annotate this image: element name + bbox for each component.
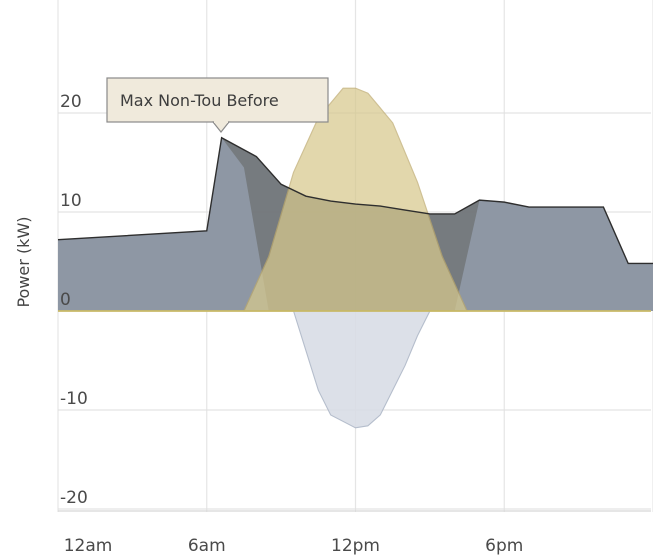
series-line-max-non-tou-before bbox=[57, 136, 653, 265]
tooltip-pointer bbox=[211, 121, 231, 133]
tooltip-box bbox=[106, 77, 329, 123]
y-tick-label: 10 bbox=[60, 191, 82, 211]
x-tick-label: 12am bbox=[64, 536, 113, 556]
y-tick-label: 20 bbox=[60, 92, 82, 112]
tooltip[interactable]: Max Non-Tou Before bbox=[106, 77, 329, 133]
series-area-export[interactable] bbox=[292, 310, 431, 429]
y-tick-label: -20 bbox=[60, 488, 88, 508]
y-tick-labels: 20 10 0 -10 -20 bbox=[60, 92, 88, 508]
series-area-solar[interactable] bbox=[243, 87, 468, 312]
x-tick-label: 12pm bbox=[331, 536, 380, 556]
y-axis-title: Power (kW) bbox=[14, 216, 33, 307]
x-tick-labels: 12am 6am 12pm 6pm bbox=[64, 536, 524, 556]
x-tick-label: 6pm bbox=[485, 536, 523, 556]
tooltip-text: Max Non-Tou Before bbox=[120, 91, 279, 110]
x-tick-label: 6am bbox=[188, 536, 226, 556]
series-areas bbox=[57, 87, 653, 429]
y-tick-label: 0 bbox=[60, 290, 71, 310]
series-area-net-load[interactable] bbox=[58, 137, 653, 311]
y-tick-label: -10 bbox=[60, 389, 88, 409]
